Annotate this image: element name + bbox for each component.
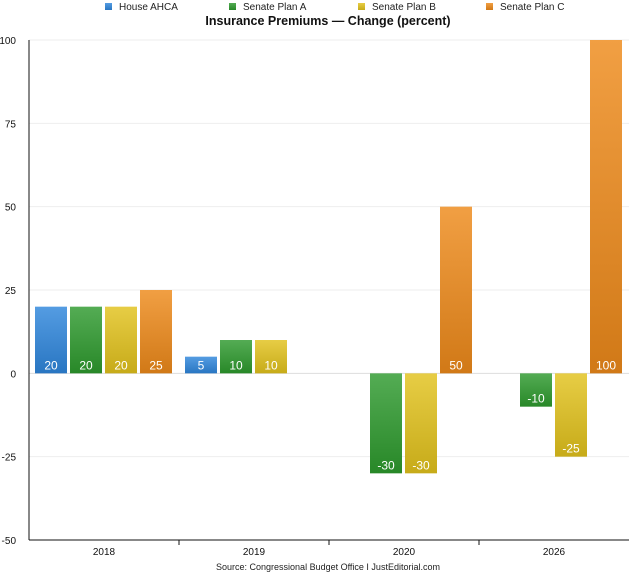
bar (105, 306, 137, 374)
bars (35, 40, 622, 474)
bar (440, 206, 472, 374)
x-tick-label: 2018 (93, 547, 116, 558)
y-tick-label: -50 (2, 536, 17, 547)
data-label: 20 (114, 358, 128, 372)
axes (28, 40, 629, 545)
data-label: 10 (264, 358, 278, 372)
legend-swatch (229, 3, 236, 10)
x-tick-label: 2020 (393, 547, 416, 558)
x-tick-label: 2026 (543, 547, 566, 558)
bar (520, 373, 552, 407)
legend-swatch (486, 3, 493, 10)
data-label: 20 (79, 358, 93, 372)
legend-swatch (358, 3, 365, 10)
y-tick-label: 50 (5, 203, 17, 214)
legend-label: Senate Plan B (372, 2, 436, 13)
bar (220, 340, 252, 374)
bar (140, 290, 172, 374)
data-label: -25 (562, 442, 580, 456)
data-label: 100 (596, 358, 616, 372)
y-tick-label: 75 (5, 119, 17, 130)
data-label: 5 (198, 358, 205, 372)
legend-swatch (105, 3, 112, 10)
bar (35, 306, 67, 374)
legend-label: Senate Plan A (243, 2, 307, 13)
bar (255, 340, 287, 374)
legend-item: Senate Plan B (358, 2, 436, 13)
y-axis-ticks: -50 -25 0 25 50 75 100 (0, 36, 16, 547)
y-tick-label: -25 (2, 453, 17, 464)
legend-item: Senate Plan A (229, 2, 307, 13)
legend-item: House AHCA (105, 2, 178, 13)
data-label: 25 (149, 358, 163, 372)
bar (590, 40, 622, 374)
bar (405, 373, 437, 474)
data-label: 10 (229, 358, 243, 372)
data-label: 50 (449, 358, 463, 372)
bar (185, 356, 217, 374)
data-label: -10 (527, 392, 545, 406)
x-axis-ticks: 2018 2019 2020 2026 (93, 547, 566, 558)
y-tick-label: 25 (5, 286, 17, 297)
bar (70, 306, 102, 374)
legend-label: Senate Plan C (500, 2, 565, 13)
legend: House AHCA Senate Plan A Senate Plan B Sena… (105, 2, 565, 13)
data-label: 20 (44, 358, 58, 372)
x-tick-label: 2019 (243, 547, 266, 558)
bar (370, 373, 402, 474)
y-tick-label: 100 (0, 36, 16, 47)
bar (555, 373, 587, 457)
data-label: -30 (377, 458, 395, 472)
source-note: Source: Congressional Budget Office I Ju… (216, 562, 440, 572)
data-labels: 20 20 20 25 5 10 10 -30 -30 50 -10 -25 100 (44, 358, 616, 472)
gridlines (29, 39, 629, 458)
legend-item: Senate Plan C (486, 2, 565, 13)
data-label: -30 (412, 458, 430, 472)
y-tick-label: 0 (10, 369, 16, 380)
chart-title: Insurance Premiums — Change (percent) (205, 14, 450, 28)
legend-label: House AHCA (119, 2, 178, 13)
